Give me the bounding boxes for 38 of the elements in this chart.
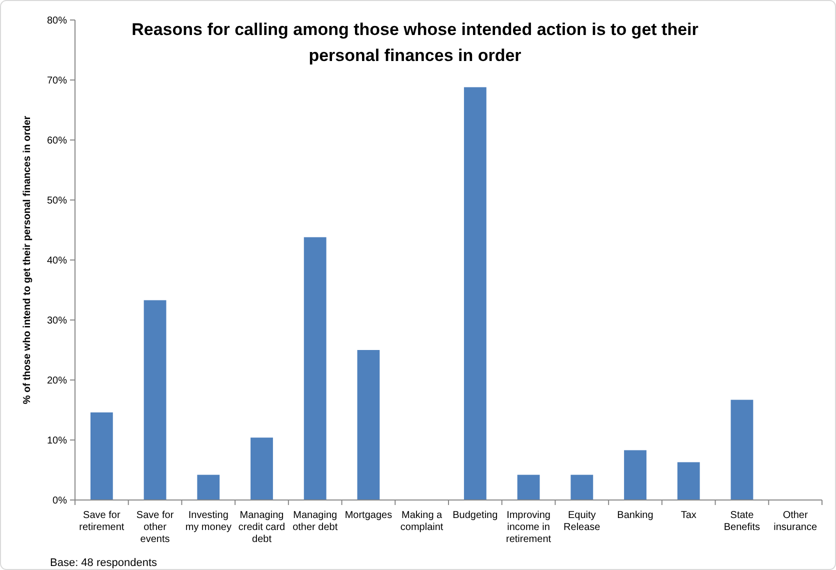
x-tick-label: Save for retirement	[79, 510, 124, 533]
y-tick-label: 10%	[46, 436, 68, 446]
x-tick-label: Budgeting	[452, 510, 498, 521]
y-tick-label: 20%	[46, 376, 68, 386]
bar	[570, 474, 594, 500]
x-tick-label: Equity Release	[564, 510, 601, 533]
y-tick-label: 80%	[46, 16, 68, 26]
bar	[624, 450, 646, 500]
x-tick-label: Making a complaint	[400, 510, 444, 533]
y-tick-label: 50%	[46, 196, 68, 206]
y-tick-label: 0%	[52, 496, 68, 506]
x-tick-label: Managing other debt	[292, 510, 338, 533]
text: Base: 48 respondents	[50, 557, 158, 569]
bar	[730, 400, 754, 500]
text: Reasons for calling among those whose intended action is to get their personal finances in order	[132, 20, 699, 65]
y-axis-title: % of those who intend to get their personal finances in order	[22, 116, 33, 404]
y-tick-label: 40%	[46, 256, 68, 266]
bar	[197, 474, 220, 500]
y-tick-label: 60%	[46, 136, 68, 146]
bar	[250, 438, 273, 500]
x-tick-label: Other insurance	[774, 510, 818, 533]
x-tick-label: Investing my money	[185, 510, 232, 533]
x-tick-label: Tax	[680, 510, 696, 521]
bar	[304, 237, 326, 500]
x-tick-label: State Benefits	[724, 510, 760, 533]
bar	[144, 300, 166, 500]
x-tick-label: Banking	[617, 510, 654, 521]
y-tick-label: 30%	[46, 316, 68, 326]
y-tick-label: 70%	[46, 76, 68, 86]
bar	[677, 462, 700, 500]
bar	[517, 474, 540, 500]
x-tick-label: Mortgages	[344, 510, 392, 521]
x-tick-label: Managing credit card debt	[238, 510, 286, 545]
x-tick-label: Improving income in retirement	[506, 510, 552, 545]
bar	[357, 350, 380, 500]
bar	[90, 412, 113, 500]
bar	[464, 87, 486, 500]
x-tick-label: Save for other events	[136, 510, 174, 545]
